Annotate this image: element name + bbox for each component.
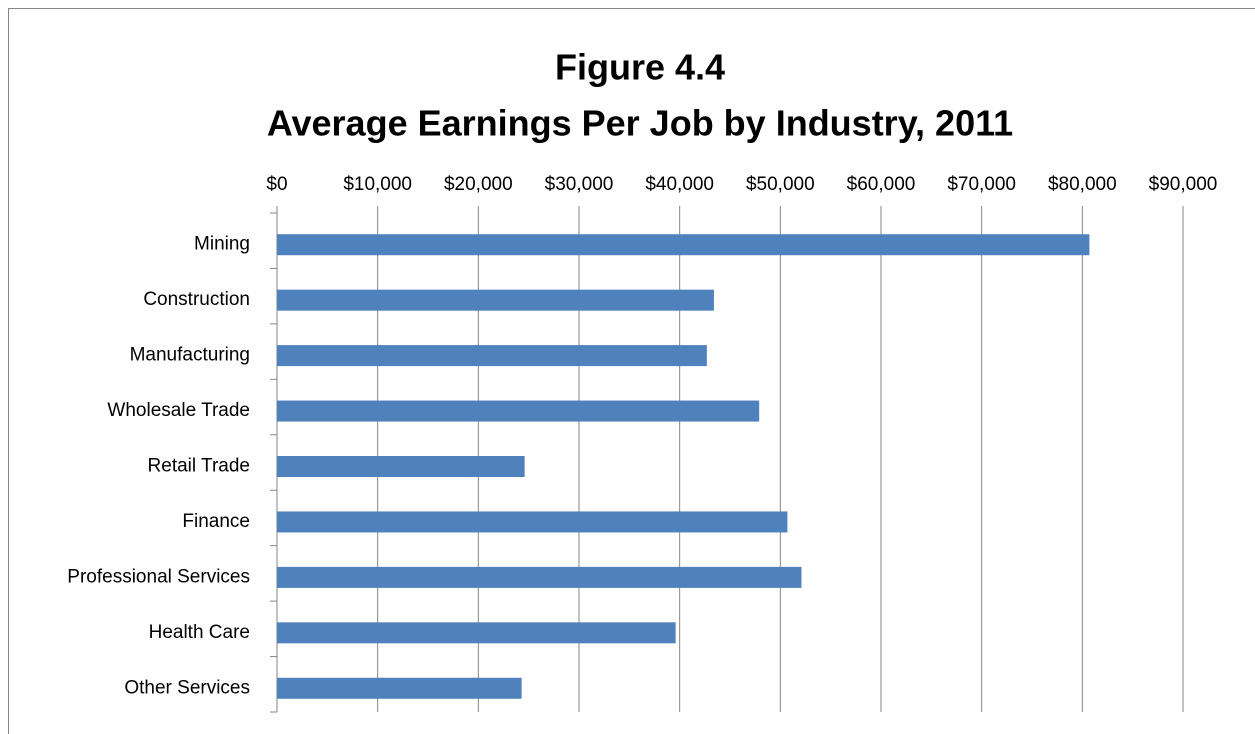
x-tick-label: $80,000 — [1048, 174, 1117, 195]
x-tick-label: $60,000 — [847, 174, 916, 195]
bar — [277, 511, 788, 533]
x-tick-label: $50,000 — [746, 174, 815, 195]
bar — [277, 566, 802, 588]
x-tick-label: $90,000 — [1149, 174, 1218, 195]
bar — [277, 456, 525, 477]
y-tick-label: Wholesale Trade — [107, 400, 250, 421]
x-tick-label: $30,000 — [545, 174, 614, 195]
y-tick-label: Professional Services — [67, 566, 250, 587]
bar — [277, 677, 522, 699]
bar — [277, 622, 676, 644]
chart-subtitle: Average Earnings Per Job by Industry, 20… — [267, 103, 1013, 144]
y-tick-label: Mining — [194, 234, 250, 255]
y-tick-label: Health Care — [149, 622, 250, 643]
y-tick-label: Retail Trade — [148, 456, 250, 477]
x-tick-label: $40,000 — [645, 174, 714, 195]
y-tick-label: Finance — [182, 511, 250, 532]
bar — [277, 234, 1090, 256]
x-tick-label: $70,000 — [947, 174, 1016, 195]
y-tick-label: Construction — [143, 289, 250, 310]
y-tick-label: Other Services — [124, 677, 250, 698]
y-tick-label: Manufacturing — [130, 345, 250, 366]
x-tick-label: $20,000 — [444, 174, 513, 195]
bar — [277, 345, 707, 367]
x-tick-label: $10,000 — [343, 174, 412, 195]
chart-border — [8, 8, 1255, 734]
bar — [277, 400, 760, 422]
chart-title: Figure 4.4 — [555, 47, 725, 88]
bar — [277, 289, 714, 311]
x-tick-label: $0 — [266, 174, 287, 195]
